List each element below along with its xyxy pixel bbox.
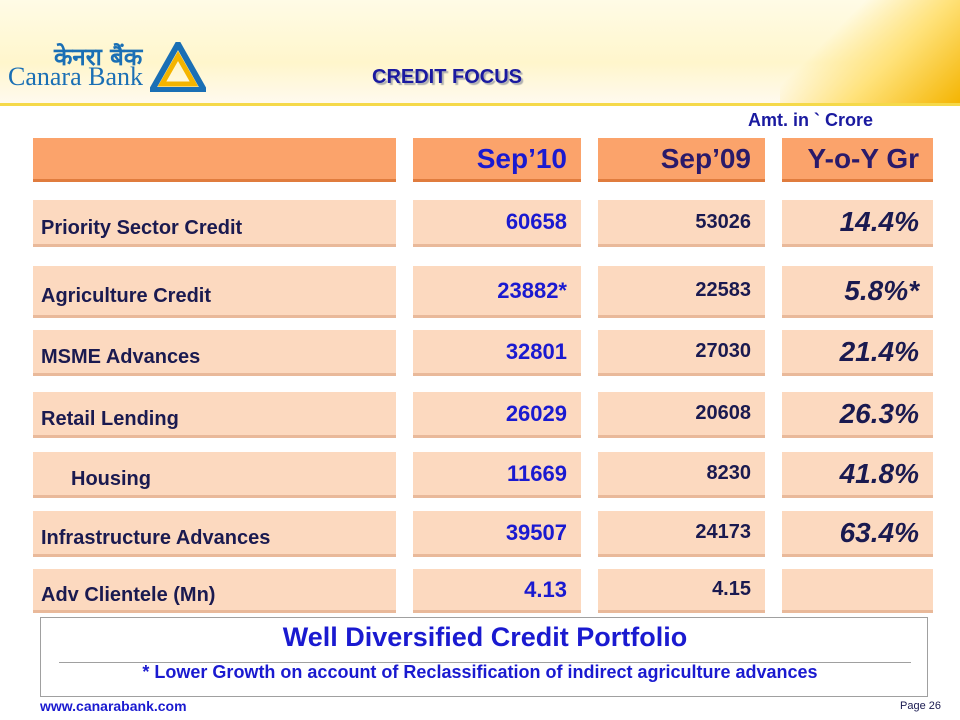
header-divider: [0, 103, 960, 106]
unit-note: Amt. in ` Crore: [748, 110, 874, 130]
logo-english-text: Canara Bank: [8, 62, 144, 91]
row-sep09-value: 22583: [695, 279, 751, 301]
row-sep10-cell: 11669: [413, 452, 581, 498]
row-growth-value: 41.8%: [839, 457, 919, 489]
row-label: Retail Lending: [41, 408, 179, 430]
row-sep09-cell: 8230: [598, 452, 765, 498]
row-growth-value: 5.8%*: [844, 274, 919, 306]
summary-divider: [59, 662, 911, 663]
row-sep09-cell: 27030: [598, 330, 765, 376]
row-sep10-cell: 32801: [413, 330, 581, 376]
row-sep10-cell: 23882*: [413, 266, 581, 318]
table-row-label-cell: Housing: [33, 452, 396, 498]
page-title: CREDIT FOCUS: [372, 66, 522, 88]
row-growth-value: 63.4%: [839, 516, 919, 548]
row-sep09-value: 24173: [695, 521, 751, 543]
row-growth-cell: [782, 569, 933, 613]
row-sep10-cell: 26029: [413, 392, 581, 438]
row-sep09-cell: 4.15: [598, 569, 765, 613]
header-sep09-cell: Sep’09: [598, 138, 765, 182]
table-row-label-cell: Retail Lending: [33, 392, 396, 438]
row-sep09-cell: 20608: [598, 392, 765, 438]
row-sep10-value: 4.13: [524, 576, 567, 602]
row-sep10-value: 32801: [505, 338, 567, 364]
row-growth-cell: 21.4%: [782, 330, 933, 376]
summary-title: Well Diversified Credit Portfolio: [282, 622, 688, 652]
row-sep10-cell: 39507: [413, 511, 581, 557]
row-sep10-value: 11669: [507, 460, 567, 486]
table-row-label-cell: Priority Sector Credit: [33, 200, 396, 247]
row-sep09-cell: 53026: [598, 200, 765, 247]
row-growth-cell: 5.8%*: [782, 266, 933, 318]
page-number: Page 26: [900, 700, 941, 712]
row-growth-value: 26.3%: [839, 397, 919, 429]
header-sep09: Sep’09: [660, 142, 751, 174]
table-row-label-cell: MSME Advances: [33, 330, 396, 376]
row-sep09-cell: 22583: [598, 266, 765, 318]
footnote: * Lower Growth on account of Reclassific…: [142, 662, 818, 682]
row-sep10-value: 26029: [505, 400, 567, 426]
row-label: MSME Advances: [41, 346, 201, 368]
row-sep09-value: 27030: [695, 340, 751, 362]
row-label: Housing: [71, 468, 151, 490]
row-sep10-cell: 4.13: [413, 569, 581, 613]
summary-box: Well Diversified Credit Portfolio: [40, 617, 928, 697]
row-label: Infrastructure Advances: [41, 527, 271, 549]
row-sep09-value: 20608: [695, 402, 751, 424]
row-label: Adv Clientele (Mn): [41, 584, 216, 606]
website-link[interactable]: www.canarabank.com: [40, 698, 187, 714]
header-sep10: Sep’10: [476, 142, 567, 174]
logo-triangle-icon: [150, 42, 206, 92]
header-corner-decoration: [780, 0, 960, 105]
row-sep10-value: 39507: [505, 519, 567, 545]
row-growth-cell: 41.8%: [782, 452, 933, 498]
row-growth-cell: 26.3%: [782, 392, 933, 438]
row-growth-value: 21.4%: [839, 335, 919, 367]
row-growth-value: 14.4%: [839, 206, 919, 237]
row-label: Agriculture Credit: [41, 285, 212, 307]
header-sep10-cell: Sep’10: [413, 138, 581, 182]
table-row-label-cell: Adv Clientele (Mn): [33, 569, 396, 613]
row-sep09-value: 8230: [706, 462, 752, 484]
logo-hindi-text: केनरा बैंक: [54, 43, 143, 71]
row-label: Priority Sector Credit: [41, 216, 243, 239]
table-row-label-cell: Agriculture Credit: [33, 266, 396, 318]
row-sep10-cell: 60658: [413, 200, 581, 247]
row-growth-cell: 63.4%: [782, 511, 933, 557]
header-label-cell: [33, 138, 396, 182]
canara-bank-logo: केनरा बैंक Canara Bank: [0, 0, 220, 105]
table-row-label-cell: Infrastructure Advances: [33, 511, 396, 557]
row-sep09-value: 53026: [695, 210, 751, 233]
header-growth-cell: Y-o-Y Gr: [782, 138, 933, 182]
row-growth-cell: 14.4%: [782, 200, 933, 247]
row-sep10-value: 23882*: [497, 277, 567, 303]
row-sep09-cell: 24173: [598, 511, 765, 557]
row-sep10-value: 60658: [505, 209, 567, 234]
row-sep09-value: 4.15: [712, 578, 751, 600]
header-growth: Y-o-Y Gr: [807, 142, 919, 174]
